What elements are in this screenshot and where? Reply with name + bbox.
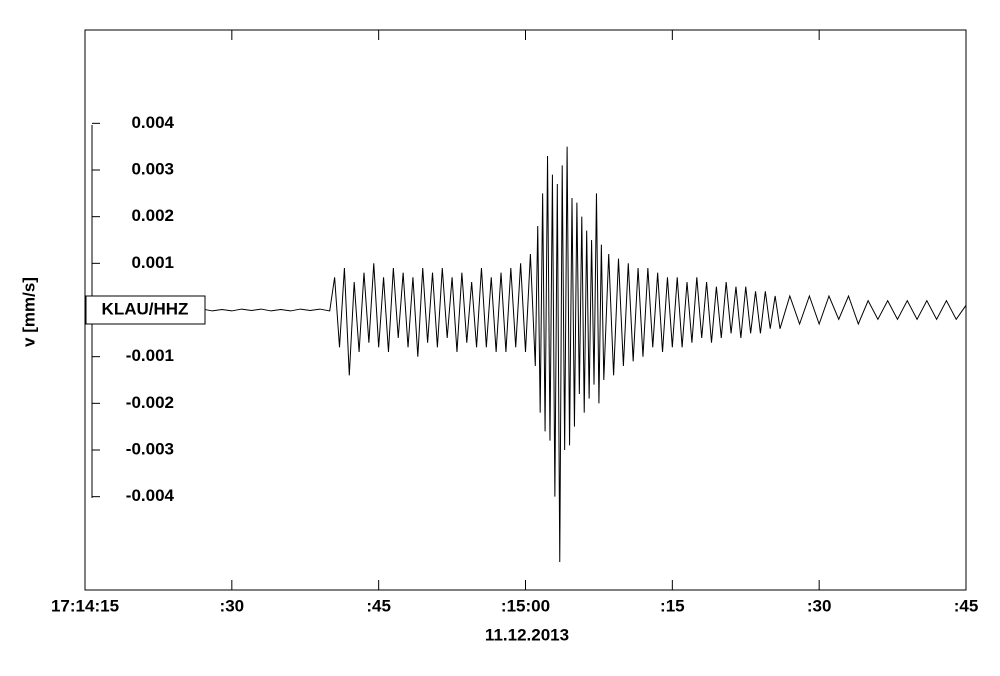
- x-tick-label: :30: [807, 596, 832, 615]
- y-tick-label: 0.002: [131, 206, 174, 225]
- x-axis-label: 11.12.2013: [485, 625, 569, 644]
- y-tick-label: 0.003: [131, 159, 174, 178]
- station-label: KLAU/HHZ: [102, 299, 189, 318]
- x-tick-label: :30: [220, 596, 245, 615]
- x-tick-label: :15: [660, 596, 685, 615]
- x-tick-label: 17:14:15: [51, 596, 119, 615]
- y-axis-label: v [mm/s]: [19, 277, 38, 347]
- y-tick-label: -0.004: [126, 486, 175, 505]
- y-tick-label: -0.001: [126, 346, 174, 365]
- x-tick-label: :15:00: [501, 596, 550, 615]
- waveform: [202, 146, 967, 563]
- y-tick-label: 0.004: [131, 113, 174, 132]
- station-label-box: [85, 295, 206, 325]
- x-tick-label: :45: [366, 596, 391, 615]
- x-tick-label: :45: [954, 596, 979, 615]
- y-tick-label: -0.002: [126, 393, 174, 412]
- y-tick-label: -0.003: [126, 439, 174, 458]
- y-tick-label: 0.001: [131, 253, 174, 272]
